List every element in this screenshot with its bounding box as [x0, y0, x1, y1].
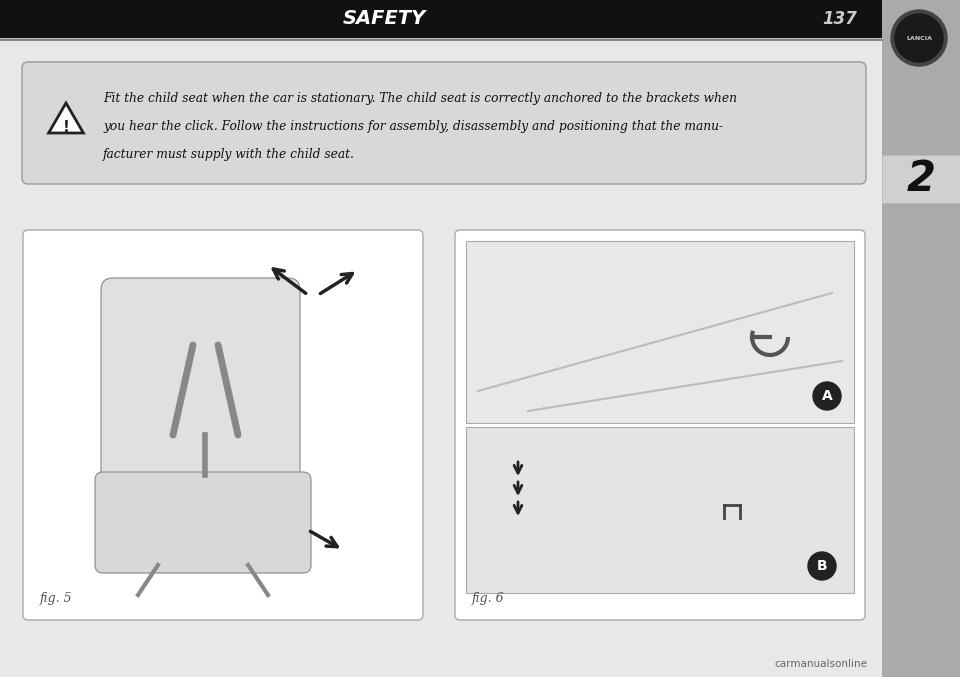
FancyBboxPatch shape [882, 155, 960, 203]
FancyBboxPatch shape [22, 62, 866, 184]
Text: carmanualsonline: carmanualsonline [774, 659, 867, 669]
FancyBboxPatch shape [455, 230, 865, 620]
FancyBboxPatch shape [22, 62, 866, 184]
Text: you hear the click. Follow the instructions for assembly, disassembly and positi: you hear the click. Follow the instructi… [103, 120, 723, 133]
Circle shape [891, 10, 947, 66]
FancyBboxPatch shape [101, 278, 300, 517]
FancyBboxPatch shape [95, 472, 311, 573]
Text: fig. 6: fig. 6 [472, 592, 505, 605]
Text: !: ! [62, 120, 69, 135]
Text: Fit the child seat when the car is stationary. The child seat is correctly ancho: Fit the child seat when the car is stati… [103, 92, 737, 105]
FancyBboxPatch shape [0, 0, 882, 38]
FancyBboxPatch shape [466, 241, 854, 423]
FancyBboxPatch shape [882, 0, 960, 677]
Text: LANCIA: LANCIA [906, 35, 932, 41]
Text: 2: 2 [906, 158, 935, 200]
Text: facturer must supply with the child seat.: facturer must supply with the child seat… [103, 148, 355, 161]
Text: 137: 137 [822, 10, 857, 28]
FancyBboxPatch shape [0, 40, 882, 677]
FancyBboxPatch shape [34, 74, 854, 172]
Text: fig. 5: fig. 5 [40, 592, 73, 605]
Text: B: B [817, 559, 828, 573]
FancyBboxPatch shape [26, 66, 862, 180]
FancyBboxPatch shape [30, 70, 858, 176]
Text: A: A [822, 389, 832, 403]
FancyBboxPatch shape [32, 72, 856, 174]
FancyBboxPatch shape [466, 427, 854, 593]
Polygon shape [49, 103, 84, 133]
FancyBboxPatch shape [23, 230, 423, 620]
Circle shape [813, 382, 841, 410]
Text: SAFETY: SAFETY [343, 9, 425, 28]
Circle shape [808, 552, 836, 580]
Circle shape [895, 14, 943, 62]
FancyBboxPatch shape [28, 68, 860, 178]
FancyBboxPatch shape [24, 64, 864, 182]
